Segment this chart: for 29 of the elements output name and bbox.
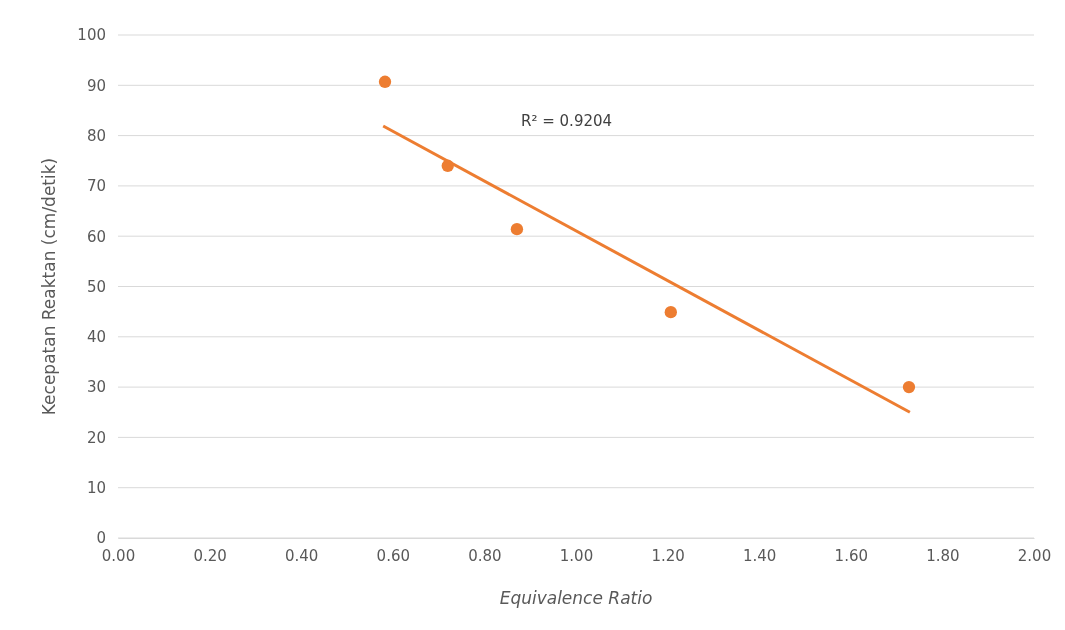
y-tick-label: 0 [96, 529, 106, 548]
annotation: R² = 0.9204 [521, 111, 613, 130]
y-tick-label: 50 [86, 277, 106, 296]
y-tick-label: 10 [86, 479, 106, 497]
x-tick-label: 1.40 [743, 546, 777, 565]
y-tick-label: 100 [77, 26, 106, 45]
y-tick-label: 30 [86, 378, 106, 397]
point [378, 75, 392, 88]
x-tick-label: 0.20 [193, 546, 227, 565]
x-tick-label: 1.60 [834, 546, 868, 565]
y-tick-label: 40 [86, 328, 106, 347]
point [510, 222, 524, 236]
point [902, 380, 916, 394]
x-tick-label: 0.00 [101, 546, 136, 565]
y-axis-title: Kecepatan Reaktan (cm/detik) [39, 157, 59, 416]
point [664, 305, 677, 319]
x-tick-label: 2.00 [1017, 546, 1052, 565]
y-tick-label: 20 [86, 428, 106, 447]
x-tick-label: 1.00 [559, 546, 594, 565]
x-tick-label: 0.40 [285, 546, 319, 565]
x-tick-label: 0.80 [468, 546, 502, 565]
y-tick-label: 80 [86, 126, 106, 145]
x-axis-title: Equivalence Ratio [499, 588, 653, 608]
y-tick-label: 70 [86, 177, 106, 196]
x-tick-label: 0.60 [376, 546, 410, 565]
y-tick-label: 90 [86, 76, 106, 95]
x-tick-label: 1.80 [926, 546, 960, 565]
x-tick-label: 1.20 [651, 546, 685, 565]
y-tick-label: 60 [86, 227, 106, 246]
